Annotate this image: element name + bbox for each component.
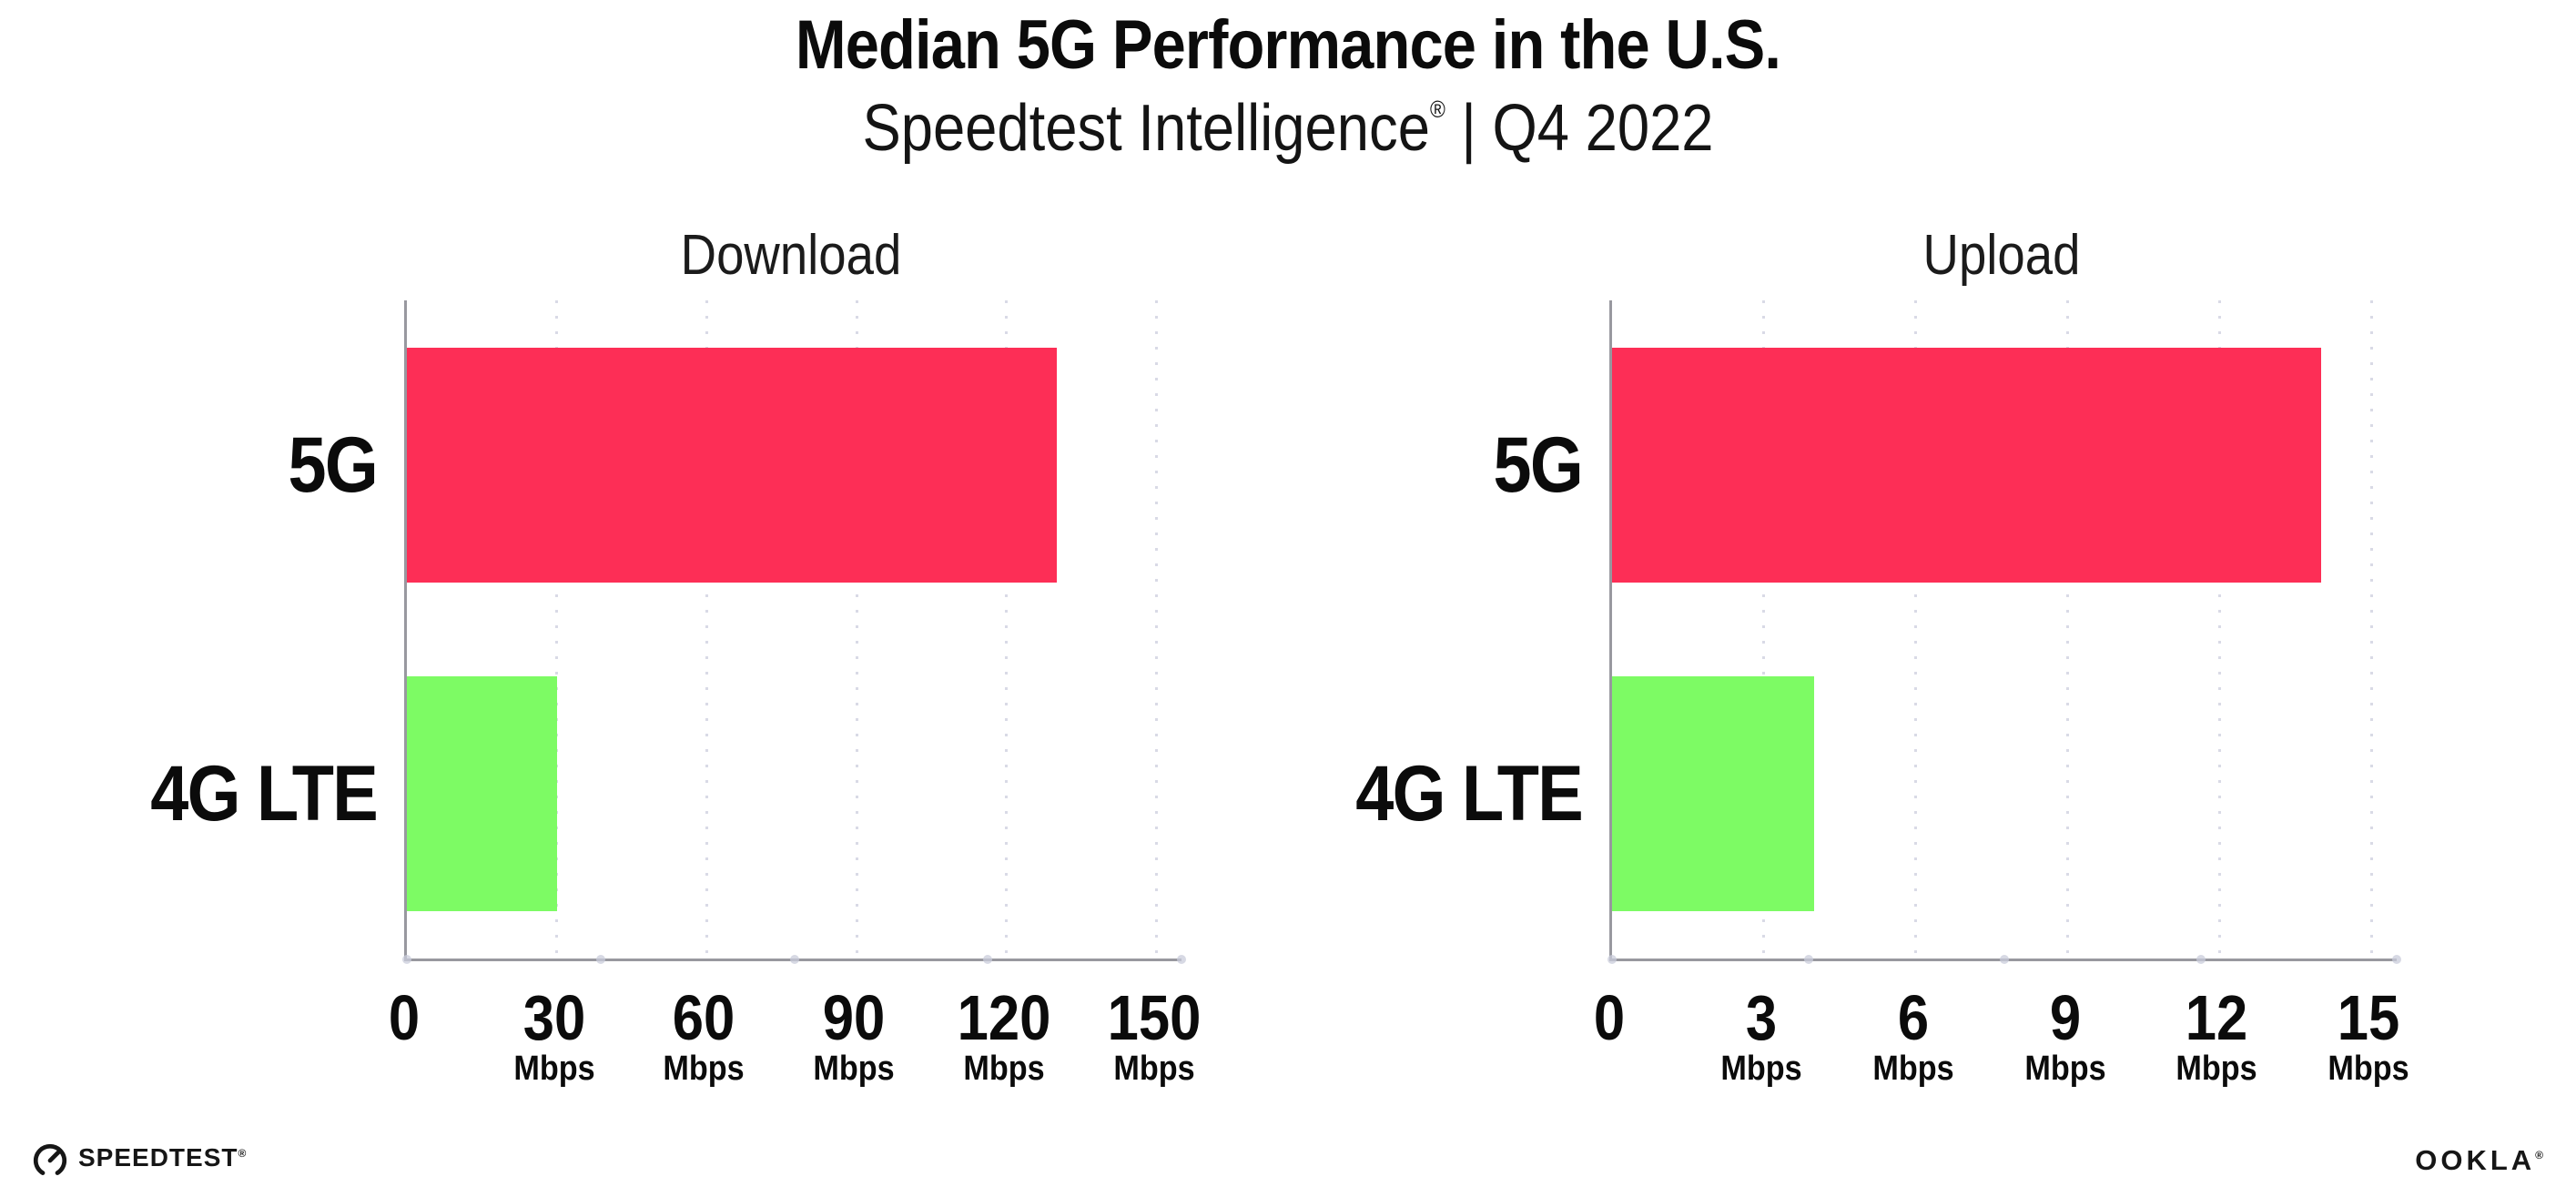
registered-mark: ®: [1429, 96, 1445, 123]
tick-label-12: 12: [2186, 982, 2248, 1053]
tick-label-120: 120: [957, 982, 1051, 1053]
5g-label: 5G: [288, 421, 379, 509]
4g-lte-bar: [1612, 676, 1815, 912]
speedtest-registered-mark: ®: [238, 1147, 248, 1160]
4g-lte-label: 4G LTE: [1355, 750, 1584, 838]
tick-label-30: 30: [522, 982, 585, 1053]
axis-tick-dot: [2196, 955, 2206, 964]
5g-label: 5G: [1493, 421, 1584, 509]
chart-title-download: Download: [680, 224, 902, 287]
gridline-90-mbps: [855, 300, 858, 959]
5g-bar: [1612, 347, 2321, 583]
tick-unit-12: Mbps: [2175, 1050, 2257, 1088]
5g-bar: [407, 347, 1057, 583]
gridline-3-mbps: [1762, 300, 1766, 959]
speedtest-label: SPEEDTEST: [78, 1143, 238, 1172]
axis-tick-dot: [983, 955, 993, 964]
gridline-15-mbps: [2369, 300, 2373, 959]
gridline-60-mbps: [705, 300, 708, 959]
4g-lte-label: 4G LTE: [150, 750, 379, 838]
tick-label-150: 150: [1107, 982, 1201, 1053]
tick-unit-15: Mbps: [2328, 1050, 2409, 1088]
axis-tick-dot: [2000, 955, 2009, 964]
tick-unit-3: Mbps: [1720, 1050, 1802, 1088]
ookla-label: OOKLA: [2415, 1144, 2536, 1176]
subtitle-separator: |: [1461, 92, 1476, 165]
axis-tick-dot: [789, 955, 799, 964]
gridline-30-mbps: [555, 300, 559, 959]
axis-tick-dot: [2392, 955, 2401, 964]
axis-tick-dot: [595, 955, 605, 964]
gridline-150-mbps: [1155, 300, 1159, 959]
subtitle-period: Q4 2022: [1492, 92, 1714, 165]
tick-label-60: 60: [673, 982, 735, 1053]
download-plot: [402, 300, 1186, 964]
tick-unit-30: Mbps: [513, 1050, 595, 1088]
gridline-120-mbps: [1005, 300, 1009, 959]
tick-unit-120: Mbps: [963, 1050, 1045, 1088]
tick-unit-6: Mbps: [1872, 1050, 1954, 1088]
axis-tick-dot: [1803, 955, 1813, 964]
speedtest-wordmark: SPEEDTEST®: [78, 1140, 247, 1181]
subtitle-brand: Speedtest Intelligence: [862, 92, 1430, 165]
tick-unit-60: Mbps: [663, 1050, 745, 1088]
gridline-6-mbps: [1914, 300, 1918, 959]
tick-label-15: 15: [2337, 982, 2400, 1053]
ookla-registered-mark: ®: [2535, 1149, 2543, 1161]
tick-unit-9: Mbps: [2023, 1050, 2106, 1088]
chart-title-upload: Upload: [1922, 224, 2081, 287]
speedtest-logo: SPEEDTEST®: [31, 1140, 247, 1181]
axis-tick-dot: [402, 955, 411, 964]
tick-unit-90: Mbps: [813, 1050, 895, 1088]
tick-label-9: 9: [2049, 982, 2081, 1053]
tick-label-0: 0: [388, 982, 421, 1053]
upload-plot: [1607, 300, 2401, 964]
tick-label-3: 3: [1745, 982, 1777, 1053]
tick-unit-150: Mbps: [1112, 1050, 1195, 1088]
speedtest-gauge-icon: [33, 1143, 67, 1177]
gridline-12-mbps: [2217, 300, 2221, 959]
4g-lte-bar: [407, 676, 557, 912]
page-subtitle: Speedtest Intelligence® | Q4 2022: [862, 89, 1713, 181]
axis-tick-dot: [1177, 955, 1186, 964]
page-title: Median 5G Performance in the U.S.: [795, 6, 1781, 84]
gridline-9-mbps: [2066, 300, 2070, 959]
tick-label-6: 6: [1897, 982, 1929, 1053]
ookla-logo: OOKLA®: [2415, 1145, 2543, 1182]
tick-label-0: 0: [1593, 982, 1626, 1053]
tick-label-90: 90: [822, 982, 886, 1053]
axis-tick-dot: [1607, 955, 1617, 964]
